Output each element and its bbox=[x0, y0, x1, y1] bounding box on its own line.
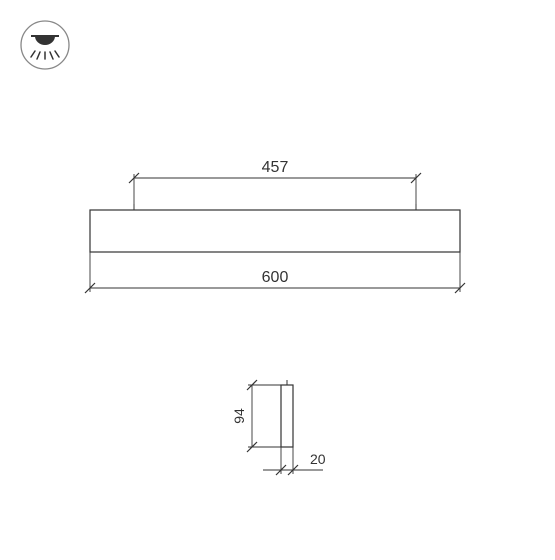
ceiling-light-icon bbox=[21, 21, 69, 69]
dim-457: 457 bbox=[262, 159, 289, 176]
dim-20: 20 bbox=[310, 451, 326, 467]
dim-94: 94 bbox=[231, 408, 247, 424]
technical-drawing: 457 600 94 20 bbox=[0, 0, 555, 555]
dim-600: 600 bbox=[262, 269, 289, 286]
